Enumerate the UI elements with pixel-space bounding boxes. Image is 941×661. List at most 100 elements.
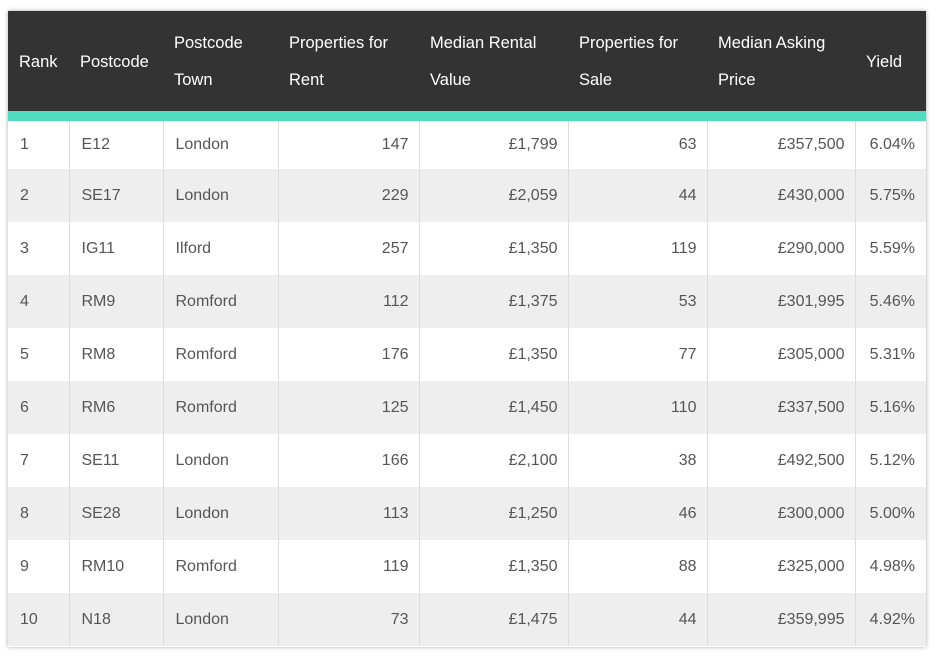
cell-median-asking-price: £305,000 [707, 328, 856, 381]
table-row: 8 SE28 London 113 £1,250 46 £300,000 5.00% [8, 487, 926, 540]
table-row: 3 IG11 Ilford 257 £1,350 119 £290,000 5.59% [8, 222, 926, 275]
cell-median-rental-value: £1,375 [419, 275, 569, 328]
header-properties-for-sale: Properties for Sale [568, 11, 707, 121]
cell-properties-for-sale: 44 [568, 593, 708, 646]
cell-median-rental-value: £1,350 [419, 328, 569, 381]
header-row: Rank Postcode Postcode Town Properties f… [8, 11, 926, 121]
cell-rank: 1 [8, 116, 70, 169]
cell-properties-for-rent: 73 [278, 593, 420, 646]
rental-yield-table-card: Rank Postcode Postcode Town Properties f… [8, 11, 926, 647]
cell-properties-for-sale: 119 [568, 222, 708, 275]
cell-properties-for-sale: 44 [568, 169, 708, 222]
cell-yield: 5.31% [869, 345, 915, 363]
cell-median-rental-value: £1,475 [419, 593, 569, 646]
cell-properties-for-rent: 112 [278, 275, 420, 328]
cell-yield: 5.59% [869, 239, 915, 257]
cell-rank: 8 [8, 487, 70, 540]
cell-rank: 2 [8, 169, 70, 222]
cell-median-rental-value: £1,350 [419, 540, 569, 593]
table-body: 1 E12 London 147 £1,799 63 £357,500 6.04% 2 SE17 L… [8, 116, 926, 646]
cell-properties-for-rent: 113 [278, 487, 420, 540]
header-postcode: Postcode [69, 11, 163, 121]
cell-yield: 5.16% [855, 381, 926, 434]
cell-median-asking-price: £337,500 [707, 381, 856, 434]
cell-properties-for-rent: 257 [278, 222, 420, 275]
cell-rank: 4 [8, 275, 70, 328]
header-yield: Yield [855, 11, 926, 121]
cell-postcode: RM10 [69, 540, 164, 593]
table-row: 5 RM8 Romford 176 £1,350 77 £305,000 5.31% [8, 328, 926, 381]
cell-rank: 9 [8, 540, 70, 593]
header-properties-for-rent: Properties for Rent [278, 11, 419, 121]
cell-median-asking-price: £325,000 [707, 540, 856, 593]
cell-properties-for-rent: 147 [278, 116, 420, 169]
cell-yield: 4.98% [869, 557, 915, 575]
cell-rank: 7 [8, 434, 70, 487]
cell-yield: 6.04% [869, 136, 915, 153]
cell-town: Romford [163, 381, 279, 434]
cell-postcode: RM9 [69, 275, 164, 328]
table-row: 10 N18 London 73 £1,475 44 £359,995 4.92% [8, 593, 926, 646]
cell-postcode: SE17 [69, 169, 164, 222]
cell-yield: 5.12% [869, 451, 915, 469]
cell-postcode: SE28 [69, 487, 164, 540]
cell-median-asking-price: £301,995 [707, 275, 856, 328]
cell-rank: 5 [8, 328, 70, 381]
cell-yield: 4.92% [855, 593, 926, 646]
cell-properties-for-sale: 38 [568, 434, 708, 487]
table-row: 2 SE17 London 229 £2,059 44 £430,000 5.75% [8, 169, 926, 222]
cell-postcode: SE11 [69, 434, 164, 487]
cell-town: London [163, 487, 279, 540]
table-row: 7 SE11 London 166 £2,100 38 £492,500 5.12% [8, 434, 926, 487]
cell-town: London [163, 434, 279, 487]
cell-properties-for-sale: 63 [568, 116, 708, 169]
cell-yield: 5.00% [855, 487, 926, 540]
cell-median-rental-value: £2,100 [419, 434, 569, 487]
cell-properties-for-rent: 119 [278, 540, 420, 593]
header-postcode-town: Postcode Town [163, 11, 278, 121]
header-rank: Rank [8, 11, 69, 121]
cell-town: Romford [163, 275, 279, 328]
cell-properties-for-sale: 77 [568, 328, 708, 381]
table-row: 4 RM9 Romford 112 £1,375 53 £301,995 5.46% [8, 275, 926, 328]
table-row: 9 RM10 Romford 119 £1,350 88 £325,000 4.98% [8, 540, 926, 593]
cell-postcode: RM6 [69, 381, 164, 434]
cell-median-rental-value: £1,350 [419, 222, 569, 275]
cell-town: London [163, 116, 279, 169]
cell-median-rental-value: £1,450 [419, 381, 569, 434]
header-median-rental-value: Median Rental Value [419, 11, 568, 121]
cell-median-asking-price: £357,500 [707, 116, 856, 169]
cell-yield: 5.46% [855, 275, 926, 328]
table-row: 1 E12 London 147 £1,799 63 £357,500 6.04% [8, 116, 926, 169]
cell-median-rental-value: £1,799 [419, 116, 569, 169]
cell-median-asking-price: £430,000 [707, 169, 856, 222]
cell-properties-for-rent: 229 [278, 169, 420, 222]
cell-town: Romford [163, 540, 279, 593]
cell-median-asking-price: £492,500 [707, 434, 856, 487]
cell-median-asking-price: £359,995 [707, 593, 856, 646]
table-row: 6 RM6 Romford 125 £1,450 110 £337,500 5.16% [8, 381, 926, 434]
cell-properties-for-sale: 53 [568, 275, 708, 328]
cell-town: Romford [163, 328, 279, 381]
cell-town: London [163, 169, 279, 222]
cell-yield: 5.75% [855, 169, 926, 222]
cell-median-rental-value: £2,059 [419, 169, 569, 222]
cell-postcode: IG11 [69, 222, 164, 275]
cell-postcode: N18 [69, 593, 164, 646]
cell-postcode: RM8 [69, 328, 164, 381]
cell-properties-for-rent: 166 [278, 434, 420, 487]
cell-town: Ilford [163, 222, 279, 275]
header-median-asking-price: Median Asking Price [707, 11, 855, 121]
cell-median-asking-price: £290,000 [707, 222, 856, 275]
cell-properties-for-sale: 110 [568, 381, 708, 434]
cell-median-asking-price: £300,000 [707, 487, 856, 540]
table-header: Rank Postcode Postcode Town Properties f… [8, 11, 926, 121]
cell-rank: 6 [8, 381, 70, 434]
cell-town: London [163, 593, 279, 646]
cell-properties-for-sale: 46 [568, 487, 708, 540]
cell-properties-for-rent: 176 [278, 328, 420, 381]
cell-properties-for-rent: 125 [278, 381, 420, 434]
cell-median-rental-value: £1,250 [419, 487, 569, 540]
cell-rank: 10 [8, 593, 70, 646]
rental-yield-table: Rank Postcode Postcode Town Properties f… [8, 11, 926, 646]
